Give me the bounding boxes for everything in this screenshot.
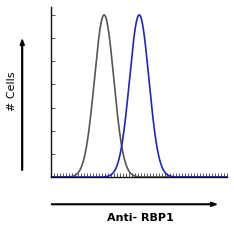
Text: # Cells: # Cells: [7, 71, 17, 111]
Text: Anti- RBP1: Anti- RBP1: [107, 213, 174, 223]
